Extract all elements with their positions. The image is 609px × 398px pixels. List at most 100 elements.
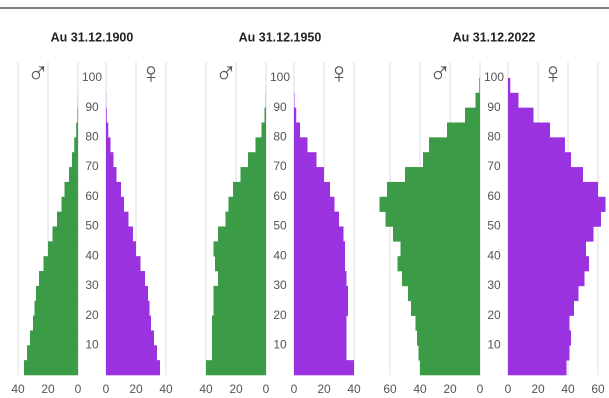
male-bar	[418, 345, 480, 361]
female-bar	[106, 152, 114, 168]
male-bar	[34, 300, 78, 316]
male-bar	[64, 181, 78, 198]
male-bar	[213, 241, 266, 257]
male-bar	[402, 271, 480, 287]
y-tick-label: 10	[487, 337, 501, 351]
y-tick-label: 50	[85, 219, 99, 233]
x-tick-label: 40	[413, 382, 427, 396]
male-bar	[228, 196, 266, 212]
x-tick-label: 20	[229, 382, 243, 396]
male-bar	[213, 285, 266, 302]
y-tick-label: 40	[487, 248, 501, 262]
male-bar	[52, 226, 78, 242]
female-bar	[508, 271, 585, 287]
male-bar	[77, 107, 78, 123]
female-bar	[294, 285, 348, 302]
legend-symbol: ♂	[27, 57, 50, 90]
female-bar	[106, 167, 117, 183]
female-bar	[508, 77, 511, 94]
male-bar	[261, 122, 266, 138]
y-tick-label: 70	[273, 159, 287, 173]
x-tick-label: 40	[199, 382, 213, 396]
female-bar	[508, 285, 579, 302]
y-tick-label: 70	[85, 159, 99, 173]
female-bar	[294, 315, 347, 331]
female-bar	[106, 196, 124, 212]
female-bar	[106, 300, 150, 316]
legend-symbol: ♂	[215, 57, 238, 90]
y-tick-label: 80	[273, 130, 287, 144]
male-bar	[420, 360, 480, 376]
legend-symbol: ♀	[542, 57, 565, 90]
y-tick-label: 90	[273, 100, 287, 114]
male-bar	[429, 137, 480, 153]
female-bar	[106, 360, 160, 376]
panel-title: Au 31.12.2022	[453, 30, 536, 44]
male-bar	[76, 122, 78, 138]
panel-title: Au 31.12.1950	[239, 30, 322, 44]
y-tick-label: 80	[85, 130, 99, 144]
male-bar	[27, 345, 78, 361]
x-tick-label: 40	[159, 382, 173, 396]
y-tick-label: 100	[270, 70, 290, 84]
x-tick-label: 20	[443, 382, 457, 396]
male-bar	[423, 152, 480, 168]
male-bar	[248, 152, 266, 168]
y-tick-label: 40	[85, 248, 99, 262]
x-tick-label: 0	[75, 382, 82, 396]
panel-title: Au 31.12.1900	[51, 30, 134, 44]
female-bar	[294, 211, 339, 227]
female-bar	[508, 211, 601, 227]
male-bar	[417, 330, 480, 346]
male-bar	[255, 137, 266, 153]
female-bar	[294, 330, 347, 346]
x-tick-label: 0	[263, 382, 270, 396]
y-tick-label: 20	[85, 308, 99, 322]
y-tick-label: 30	[487, 278, 501, 292]
x-tick-label: 20	[41, 382, 55, 396]
female-bar	[106, 271, 145, 287]
female-bar	[106, 226, 133, 242]
y-tick-label: 70	[487, 159, 501, 173]
female-bar	[508, 181, 598, 198]
female-bar	[508, 226, 594, 242]
male-bar	[225, 211, 266, 227]
female-bar	[294, 107, 297, 123]
male-bar	[48, 241, 78, 257]
female-bar	[294, 122, 300, 138]
male-bar	[465, 107, 480, 123]
male-bar	[408, 285, 480, 302]
male-bar	[212, 345, 266, 361]
y-tick-label: 10	[85, 337, 99, 351]
y-tick-label: 60	[85, 189, 99, 203]
female-bar	[294, 300, 348, 316]
x-tick-label: 20	[129, 382, 143, 396]
y-tick-label: 20	[487, 308, 501, 322]
y-tick-label: 90	[487, 100, 501, 114]
female-bar	[294, 241, 345, 257]
female-bar	[106, 107, 107, 123]
female-bar	[508, 137, 565, 153]
male-bar	[411, 300, 480, 316]
male-bar	[24, 360, 78, 376]
x-tick-label: 40	[347, 382, 361, 396]
female-bar	[508, 92, 519, 108]
male-bar	[43, 256, 78, 272]
x-tick-label: 40	[561, 382, 575, 396]
y-tick-label: 30	[273, 278, 287, 292]
female-bar	[294, 256, 345, 272]
male-bar	[405, 167, 480, 183]
male-bar	[233, 181, 266, 198]
legend-symbol: ♀	[328, 57, 351, 90]
x-tick-label: 40	[11, 382, 25, 396]
male-bar	[61, 196, 78, 212]
y-tick-label: 60	[273, 189, 287, 203]
y-tick-label: 40	[273, 248, 287, 262]
x-tick-label: 60	[383, 382, 397, 396]
male-bar	[218, 226, 266, 242]
female-bar	[106, 137, 111, 153]
x-tick-label: 0	[291, 382, 298, 396]
male-bar	[72, 152, 78, 168]
male-bar	[39, 271, 78, 287]
